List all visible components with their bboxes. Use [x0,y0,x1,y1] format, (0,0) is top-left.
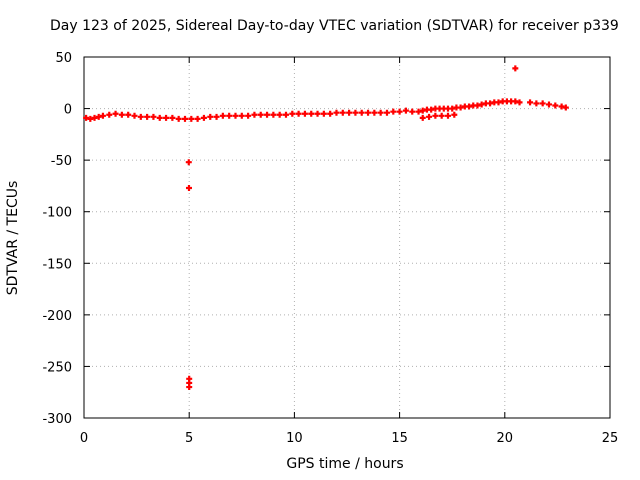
axis-ticks: 0 5 10 15 20 25 50 0 -50 -100 -150 -200 -250 -300 [42,51,618,446]
data-point [169,114,176,121]
data-point [226,112,233,119]
data-point [185,184,192,191]
data-point [185,159,192,166]
y-tick-label: -100 [42,206,72,221]
data-point [444,112,451,119]
x-tick-label: 0 [80,431,88,446]
y-tick-label: -150 [42,257,72,272]
data-point [181,115,188,122]
data-point [371,109,378,116]
data-point [409,108,416,115]
x-tick-label: 25 [602,431,619,446]
data-point [533,100,540,107]
data-point [106,111,113,118]
data-point [289,110,296,117]
data-point [251,111,258,118]
data-point [552,102,559,109]
data-point [219,112,226,119]
data-point [314,110,321,117]
data-point [346,109,353,116]
grid-lines [84,57,610,418]
x-axis-label: GPS time / hours [286,456,404,472]
data-point [200,114,207,121]
data-point [377,109,384,116]
data-point [320,110,327,117]
y-tick-label: -50 [51,154,72,169]
data-point [245,112,252,119]
y-tick-label: -200 [42,309,72,324]
data-point [125,111,132,118]
data-point [232,112,239,119]
x-tick-label: 5 [185,431,193,446]
data-point [112,110,119,117]
data-point [264,111,271,118]
data-point [396,108,403,115]
data-point [194,115,201,122]
x-tick-label: 15 [391,431,408,446]
data-point [282,111,289,118]
data-point [270,111,277,118]
data-point [516,99,523,106]
plot-frame [83,56,611,419]
y-tick-label: 0 [64,103,72,118]
data-point [99,112,106,119]
data-point [402,107,409,114]
data-point [333,109,340,116]
data-point [358,109,365,116]
data-point [137,113,144,120]
data-point [545,101,552,108]
data-point [327,110,334,117]
data-point [295,110,302,117]
y-tick-label: -300 [42,412,72,427]
y-tick-label: 50 [55,51,72,66]
data-point [383,109,390,116]
data-point [512,65,519,72]
data-point [301,110,308,117]
data-point [308,110,315,117]
data-point [118,111,125,118]
data-point [150,113,157,120]
data-point [131,112,138,119]
data-point [527,99,534,106]
data-point [562,104,569,111]
data-points [83,65,569,391]
data-point [207,113,214,120]
data-point [186,384,193,391]
y-tick-label: -250 [42,360,72,375]
data-point [539,100,546,107]
data-point [213,113,220,120]
data-point [432,112,439,119]
data-point [188,115,195,122]
data-point [451,111,458,118]
y-axis-label: SDTVAR / TECUs [5,180,21,296]
data-point [257,111,264,118]
data-point [144,113,151,120]
data-point [276,111,283,118]
data-point [426,113,433,120]
x-tick-label: 10 [286,431,303,446]
data-point [175,115,182,122]
chart-title: Day 123 of 2025, Sidereal Day-to-day VTE… [50,18,619,34]
data-point [339,109,346,116]
data-point [419,114,426,121]
data-point [438,112,445,119]
data-point [238,112,245,119]
data-point [156,114,163,121]
data-point [390,108,397,115]
x-tick-label: 20 [497,431,514,446]
data-point [352,109,359,116]
data-point [365,109,372,116]
data-point [163,114,170,121]
